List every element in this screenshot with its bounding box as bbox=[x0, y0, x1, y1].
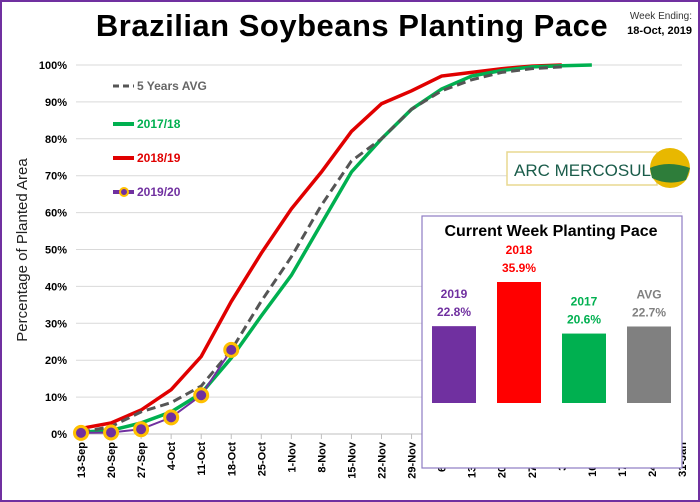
x-tick-label: 15-Nov bbox=[346, 441, 358, 479]
x-tick-label: 4-Oct bbox=[166, 442, 178, 470]
x-tick-label: 22-Nov bbox=[377, 441, 389, 479]
inset-bar-avg bbox=[627, 326, 671, 403]
x-tick-label: 11-Oct bbox=[196, 442, 208, 476]
legend-label: 2018/19 bbox=[137, 151, 181, 165]
y-axis-label: Percentage of Planted Area bbox=[14, 158, 31, 342]
chart-title: Brazilian Soybeans Planting Pace bbox=[95, 8, 609, 43]
inset-bar-category: 2019 bbox=[441, 287, 468, 301]
x-tick-label: 25-Oct bbox=[256, 442, 268, 477]
data-point bbox=[133, 421, 150, 438]
inset-bar-value: 22.8% bbox=[437, 305, 471, 319]
y-tick-label: 90% bbox=[45, 97, 67, 109]
y-tick-label: 10% bbox=[45, 392, 67, 404]
inset-bar-2018 bbox=[497, 282, 541, 403]
inset-bar-category: 2018 bbox=[506, 243, 533, 257]
legend-label: 2017/18 bbox=[137, 117, 181, 131]
series-line-2019-20 bbox=[80, 349, 233, 434]
inset-bar-category: AVG bbox=[636, 287, 661, 301]
legend-marker bbox=[119, 187, 129, 197]
data-point bbox=[223, 341, 240, 358]
inset-bar-category: 2017 bbox=[571, 295, 598, 309]
inset-bar-2019 bbox=[432, 326, 476, 403]
y-tick-label: 70% bbox=[45, 171, 67, 183]
x-tick-label: 8-Nov bbox=[316, 441, 328, 472]
y-tick-label: 60% bbox=[45, 208, 67, 220]
y-tick-label: 50% bbox=[45, 245, 67, 257]
x-tick-label: 27-Sep bbox=[136, 442, 148, 478]
inset-bar-2017 bbox=[562, 333, 606, 403]
x-tick-label: 1-Nov bbox=[286, 441, 298, 472]
arc-mercosul-logo: ARC MERCOSUL bbox=[506, 148, 690, 188]
week-ending-date: 18-Oct, 2019 bbox=[627, 25, 692, 37]
x-tick-label: 20-Sep bbox=[106, 442, 118, 478]
data-point bbox=[103, 424, 120, 441]
y-tick-label: 80% bbox=[45, 134, 67, 146]
data-point bbox=[163, 409, 180, 426]
inset-bar-value: 22.7% bbox=[632, 305, 666, 319]
svg-text:ARC MERCOSUL: ARC MERCOSUL bbox=[514, 161, 651, 180]
y-tick-label: 30% bbox=[45, 318, 67, 330]
inset-title: Current Week Planting Pace bbox=[444, 223, 657, 240]
y-tick-label: 0% bbox=[51, 429, 67, 441]
week-ending-label: Week Ending: bbox=[629, 11, 692, 22]
series-line-5-years-avg bbox=[80, 65, 562, 434]
y-tick-label: 20% bbox=[45, 355, 67, 367]
y-tick-label: 40% bbox=[45, 281, 67, 293]
inset-bar-value: 20.6% bbox=[567, 313, 601, 327]
data-point bbox=[193, 387, 210, 404]
legend-label: 2019/20 bbox=[137, 185, 181, 199]
series-line-2018-19 bbox=[80, 63, 562, 431]
x-tick-label: 29-Nov bbox=[407, 441, 419, 479]
inset-bar-value: 35.9% bbox=[502, 261, 536, 275]
x-tick-label: 18-Oct bbox=[226, 442, 238, 477]
x-tick-label: 13-Sep bbox=[76, 442, 88, 478]
legend-label: 5 Years AVG bbox=[137, 79, 207, 93]
y-tick-label: 100% bbox=[39, 60, 67, 72]
data-point bbox=[73, 424, 89, 441]
